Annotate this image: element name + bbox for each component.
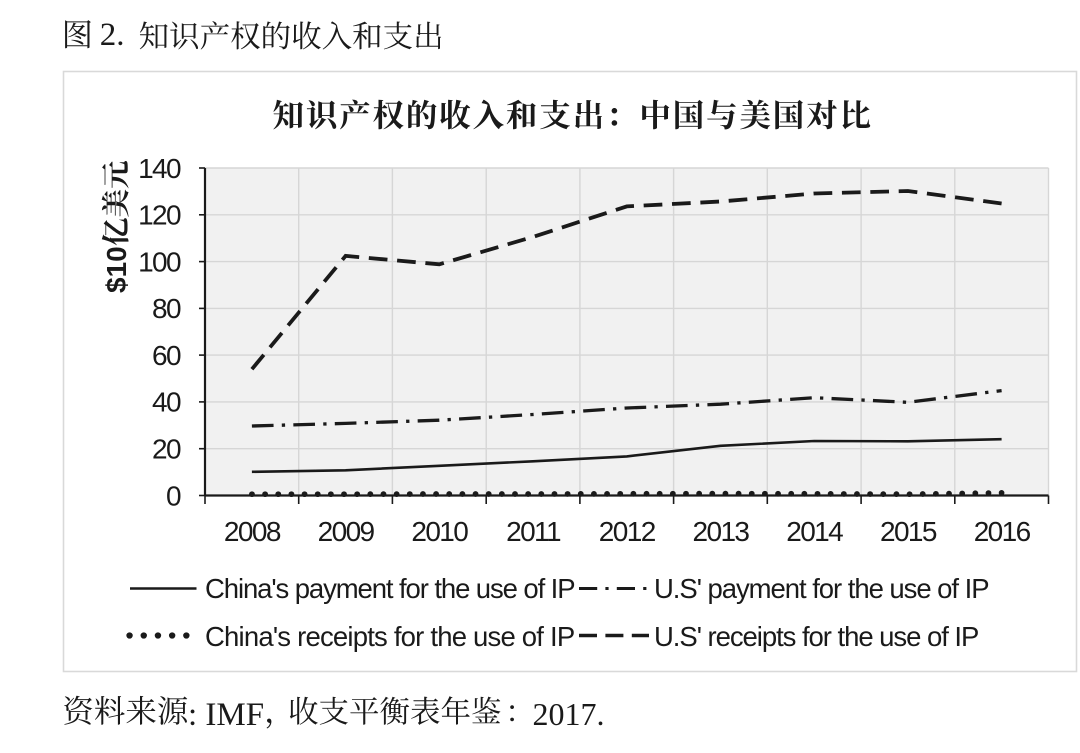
svg-text:80: 80: [152, 293, 181, 324]
svg-text:0: 0: [166, 480, 181, 511]
svg-text:2014: 2014: [786, 516, 843, 547]
svg-text:$10: $10: [101, 246, 132, 293]
svg-text:2.: 2.: [100, 17, 125, 53]
svg-text:140: 140: [138, 153, 181, 184]
svg-text:120: 120: [138, 200, 181, 231]
svg-text:100: 100: [138, 246, 181, 277]
svg-text:2013: 2013: [693, 516, 750, 547]
svg-text:20: 20: [152, 434, 181, 465]
svg-text:: IMF: : IMF: [188, 697, 264, 733]
svg-text:2012: 2012: [599, 516, 656, 547]
svg-text:China's receipts for the use o: China's receipts for the use of IP: [205, 621, 574, 652]
svg-text:U.S' receipts for the use of I: U.S' receipts for the use of IP: [654, 621, 978, 652]
svg-text:China's payment for the use of: China's payment for the use of IP: [205, 573, 574, 604]
svg-text:2016: 2016: [974, 516, 1031, 547]
svg-text:60: 60: [152, 340, 181, 371]
svg-text:40: 40: [152, 387, 181, 418]
svg-text:U.S' payment for the use of IP: U.S' payment for the use of IP: [654, 573, 989, 604]
svg-text:2009: 2009: [318, 516, 375, 547]
svg-text:2008: 2008: [224, 516, 281, 547]
svg-text:2011: 2011: [506, 516, 561, 547]
svg-text:2017.: 2017.: [533, 696, 605, 732]
svg-text:2015: 2015: [880, 516, 937, 547]
svg-text:2010: 2010: [411, 516, 468, 547]
